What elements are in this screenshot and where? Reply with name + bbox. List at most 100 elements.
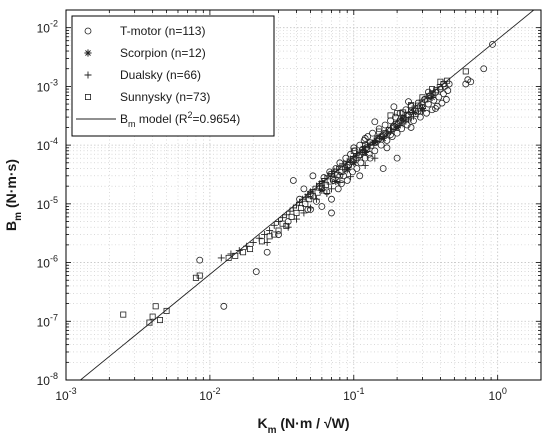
data-point-square	[408, 102, 415, 109]
x-tick-exponent: 0	[502, 386, 507, 396]
x-tick-label: 10-3	[55, 386, 76, 403]
data-point-circle	[342, 154, 350, 162]
data-point-square	[360, 149, 367, 156]
legend-marker-plus	[84, 71, 92, 79]
y-tick-label: 10-5	[37, 195, 58, 212]
data-point-square	[293, 209, 300, 216]
data-point-square	[326, 178, 333, 185]
data-point-circle	[379, 165, 387, 172]
data-point-square	[429, 90, 436, 97]
legend-model-rest: model (R	[136, 112, 188, 126]
data-point-square	[149, 313, 156, 320]
legend-marker-square	[85, 94, 92, 101]
data-point-square	[376, 128, 383, 135]
series-square	[120, 68, 469, 326]
axis-ticks: 10-3 10-2 10-1 10010-810-710-610-510-410-31…	[37, 9, 542, 403]
data-point-plus	[318, 178, 326, 186]
x-tick-base: 10	[488, 389, 502, 403]
data-point-square	[419, 94, 426, 101]
y-tick-base: 10	[37, 315, 51, 329]
data-point-circle	[343, 177, 351, 184]
data-point-square	[433, 87, 440, 94]
data-point-square	[415, 102, 422, 109]
data-point-square	[382, 130, 389, 137]
x-axis-label-sub: m	[268, 425, 277, 436]
legend: T-motor (n=113) Scorpion (n=12) Dualsky …	[71, 15, 275, 137]
y-tick-base: 10	[37, 22, 51, 36]
data-point-asterisk	[332, 177, 340, 186]
data-point-circle	[428, 106, 436, 114]
x-tick-exponent: -1	[356, 386, 364, 396]
x-tick-base: 10	[199, 389, 213, 403]
data-point-plus	[312, 195, 320, 203]
data-point-square	[307, 192, 314, 199]
data-point-asterisk	[350, 159, 358, 167]
data-point-square	[393, 120, 400, 127]
y-tick-label: 10-6	[37, 254, 58, 271]
data-point-square	[275, 227, 282, 234]
y-axis-label-rest: (N·m·s)	[3, 159, 19, 212]
data-point-square	[394, 110, 401, 117]
data-point-circle	[350, 144, 358, 152]
data-point-plus	[296, 199, 304, 207]
data-point-circle	[361, 135, 369, 142]
data-point-square	[240, 249, 247, 256]
data-point-circle	[444, 87, 452, 94]
data-point-square	[247, 246, 254, 253]
data-point-circle	[369, 129, 376, 137]
y-tick-exponent: -8	[50, 371, 58, 381]
data-point-circle	[480, 65, 488, 73]
data-point-circle	[407, 124, 415, 131]
y-axis-label: Bm (N·m·s)	[3, 159, 24, 231]
data-point-plus	[235, 247, 243, 255]
data-point-circle	[309, 172, 317, 180]
data-point-square	[387, 112, 394, 119]
data-point-plus	[418, 107, 426, 115]
data-point-circle	[318, 203, 326, 210]
data-point-circle	[328, 209, 335, 217]
y-tick-exponent: -6	[50, 254, 58, 264]
x-axis-label: Km (N·m / √W)	[257, 415, 349, 436]
data-point-square	[258, 238, 265, 245]
data-point-plus	[361, 161, 369, 169]
data-point-square	[437, 78, 444, 85]
data-point-plus	[327, 185, 335, 193]
data-point-square	[163, 307, 170, 314]
data-point-square	[400, 109, 407, 116]
data-point-circle	[357, 159, 365, 167]
legend-label-model: Bm model (R2=0.9654)	[120, 110, 240, 129]
y-tick-label: 10-7	[37, 312, 58, 329]
data-point-asterisk	[361, 148, 369, 157]
y-tick-exponent: -5	[50, 195, 58, 205]
legend-marker-circle	[84, 27, 92, 35]
x-axis-label-rest: (N·m / √W)	[277, 415, 350, 431]
y-tick-label: 10-3	[37, 77, 58, 94]
data-point-circle	[433, 102, 441, 110]
data-point-asterisk	[428, 93, 436, 101]
y-tick-base: 10	[37, 139, 51, 153]
legend-markers	[76, 27, 116, 120]
data-point-square	[322, 181, 329, 188]
data-point-square	[334, 171, 341, 178]
data-point-square	[371, 139, 378, 146]
y-tick-base: 10	[37, 257, 51, 271]
y-tick-exponent: -2	[50, 19, 58, 29]
x-tick-label: 100	[488, 386, 506, 403]
data-point-plus	[323, 189, 331, 197]
x-tick-exponent: -2	[213, 386, 221, 396]
data-point-square	[362, 142, 369, 149]
data-point-plus	[286, 207, 294, 215]
data-point-circle	[403, 121, 411, 129]
legend-marker-asterisk	[84, 49, 92, 57]
data-point-circle	[275, 231, 282, 238]
legend-label-tmotor: T-motor (n=113)	[120, 24, 205, 38]
data-point-circle	[489, 40, 496, 48]
data-point-square	[266, 233, 273, 240]
x-tick-label: 10-1	[343, 386, 364, 403]
x-tick-label: 10-2	[199, 386, 220, 403]
data-point-circle	[388, 133, 396, 140]
data-point-circle	[320, 174, 328, 181]
data-point-square	[298, 204, 305, 211]
x-tick-base: 10	[343, 389, 357, 403]
